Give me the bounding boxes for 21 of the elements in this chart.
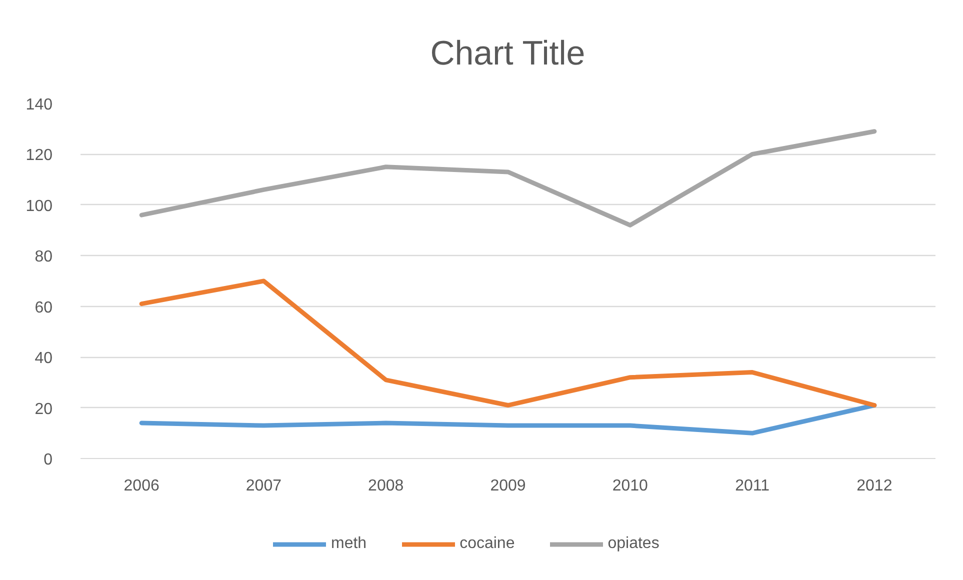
legend-label: cocaine: [460, 535, 515, 553]
x-tick-label: 2006: [124, 478, 160, 494]
y-tick-label: 120: [26, 147, 53, 164]
y-tick-label: 0: [44, 452, 53, 468]
legend-label: meth: [331, 535, 367, 553]
chart-title: Chart Title: [430, 34, 586, 72]
line-series: [139, 278, 877, 408]
x-tick-label: 2012: [856, 478, 892, 494]
y-tick-label: 140: [26, 96, 53, 114]
y-tick-label: 60: [34, 299, 53, 316]
x-tick-label: 2010: [612, 478, 648, 494]
x-tick-label: 2011: [735, 478, 770, 494]
line-series: [139, 129, 877, 228]
x-tick-label: 2007: [246, 478, 282, 494]
y-tick-label: 80: [34, 248, 53, 266]
y-tick-label: 100: [26, 198, 53, 215]
y-tick-label: 20: [34, 400, 53, 418]
x-tick-label: 2008: [368, 478, 404, 494]
x-tick-label: 2009: [490, 478, 526, 494]
legend-label: opiates: [608, 535, 660, 553]
y-tick-label: 40: [34, 350, 53, 368]
